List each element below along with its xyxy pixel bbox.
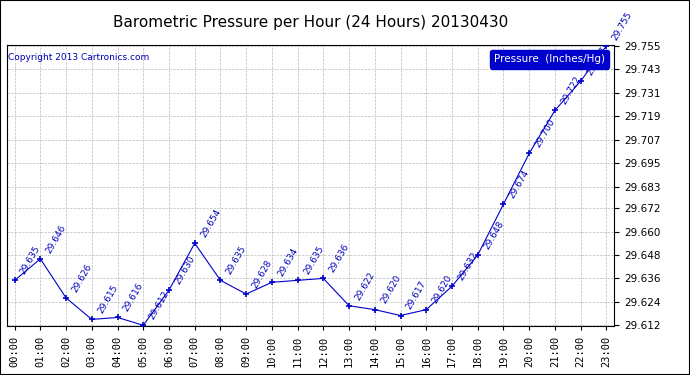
Pressure  (Inches/Hg) (62, 296, 70, 300)
Pressure  (Inches/Hg) (602, 44, 611, 48)
Text: 29.654: 29.654 (199, 207, 222, 239)
Text: 29.755: 29.755 (611, 10, 634, 42)
Text: 29.616: 29.616 (121, 282, 145, 313)
Text: 29.617: 29.617 (405, 279, 428, 311)
Pressure  (Inches/Hg) (216, 278, 224, 283)
Text: 29.620: 29.620 (431, 274, 454, 306)
Pressure  (Inches/Hg) (319, 276, 328, 280)
Pressure  (Inches/Hg) (397, 313, 405, 318)
Pressure  (Inches/Hg) (525, 151, 533, 156)
Pressure  (Inches/Hg) (500, 202, 508, 206)
Text: Barometric Pressure per Hour (24 Hours) 20130430: Barometric Pressure per Hour (24 Hours) … (113, 15, 508, 30)
Pressure  (Inches/Hg) (268, 280, 276, 285)
Text: 29.635: 29.635 (19, 244, 42, 276)
Pressure  (Inches/Hg) (551, 108, 559, 112)
Text: 29.636: 29.636 (328, 243, 351, 274)
Pressure  (Inches/Hg) (88, 317, 96, 322)
Pressure  (Inches/Hg) (293, 278, 302, 283)
Pressure  (Inches/Hg) (242, 292, 250, 296)
Text: 29.628: 29.628 (250, 258, 274, 290)
Text: 29.674: 29.674 (508, 168, 531, 200)
Line: Pressure  (Inches/Hg): Pressure (Inches/Hg) (11, 42, 610, 329)
Text: 29.634: 29.634 (276, 246, 299, 278)
Text: 29.648: 29.648 (482, 219, 505, 251)
Text: 29.622: 29.622 (353, 270, 377, 302)
Pressure  (Inches/Hg) (36, 256, 44, 261)
Pressure  (Inches/Hg) (448, 284, 456, 288)
Pressure  (Inches/Hg) (190, 241, 199, 246)
Text: 29.612: 29.612 (148, 290, 171, 321)
Pressure  (Inches/Hg) (422, 308, 431, 312)
Text: 29.626: 29.626 (70, 262, 94, 294)
Text: 29.632: 29.632 (456, 251, 480, 282)
Pressure  (Inches/Hg) (139, 323, 148, 327)
Pressure  (Inches/Hg) (10, 278, 19, 283)
Pressure  (Inches/Hg) (371, 308, 379, 312)
Pressure  (Inches/Hg) (577, 79, 585, 83)
Text: 29.635: 29.635 (302, 244, 326, 276)
Text: 29.635: 29.635 (225, 244, 248, 276)
Pressure  (Inches/Hg) (345, 303, 353, 308)
Pressure  (Inches/Hg) (473, 253, 482, 257)
Text: 29.615: 29.615 (96, 284, 119, 315)
Text: Copyright 2013 Cartronics.com: Copyright 2013 Cartronics.com (8, 54, 149, 62)
Pressure  (Inches/Hg) (113, 315, 121, 320)
Text: 29.630: 29.630 (173, 254, 197, 286)
Text: 29.700: 29.700 (533, 117, 557, 149)
Text: 29.620: 29.620 (379, 274, 402, 306)
Legend: Pressure  (Inches/Hg): Pressure (Inches/Hg) (490, 50, 609, 69)
Text: 29.646: 29.646 (45, 223, 68, 255)
Pressure  (Inches/Hg) (165, 288, 173, 292)
Text: 29.722: 29.722 (559, 75, 582, 106)
Text: 29.737: 29.737 (585, 45, 609, 77)
